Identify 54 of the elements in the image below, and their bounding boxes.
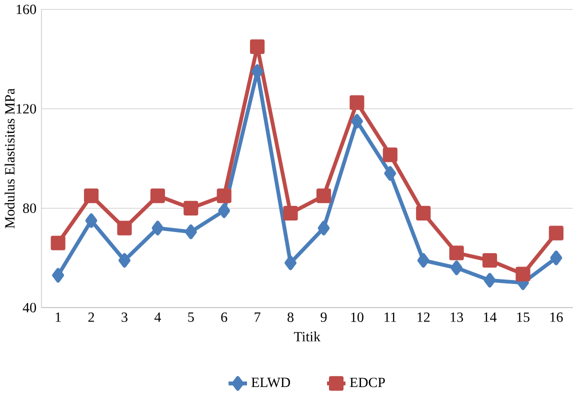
x-tick-label: 14 [484, 312, 497, 322]
point [184, 200, 198, 216]
point [118, 252, 130, 268]
x-tick-label: 11 [384, 312, 396, 322]
x-tick-label: 12 [418, 312, 430, 322]
x-tick-label: 6 [221, 312, 228, 322]
x-tick-label: 13 [450, 312, 464, 322]
x-tick-label: 2 [88, 312, 94, 322]
x-tick-label: 5 [188, 312, 194, 322]
point [284, 255, 296, 270]
y-tick-label: 160 [16, 4, 36, 14]
legend-label: EDCP [350, 378, 385, 387]
point [484, 272, 496, 288]
point [384, 166, 396, 180]
point [152, 220, 164, 236]
point [52, 268, 64, 282]
x-tick-label: 9 [320, 312, 327, 322]
point [382, 147, 398, 162]
point [50, 235, 66, 250]
point [516, 266, 530, 282]
point [548, 226, 564, 240]
x-tick-label: 16 [550, 312, 563, 322]
point [84, 188, 99, 203]
y-tick-label: 40 [22, 302, 36, 312]
point [85, 213, 98, 228]
point [318, 220, 330, 236]
x-tick-label: 1 [56, 312, 61, 322]
point [218, 203, 230, 218]
point [350, 95, 364, 110]
point [449, 245, 464, 260]
y-tick-label: 80 [23, 203, 36, 213]
point [316, 188, 332, 203]
x-tick-label: 8 [288, 312, 294, 322]
y-axis-title: Modulus Elastisitas MPa [4, 88, 15, 228]
point [350, 114, 363, 128]
point [283, 206, 298, 220]
y-tick-label: 120 [16, 104, 36, 114]
x-tick-label: 3 [122, 312, 128, 322]
x-axis-title: Titik [294, 331, 321, 342]
point [416, 206, 431, 220]
point [550, 250, 562, 265]
x-tick-label: 4 [154, 312, 161, 322]
point [117, 220, 132, 236]
point [150, 188, 165, 203]
point [184, 224, 197, 239]
point [482, 252, 498, 268]
point [450, 260, 462, 275]
point [216, 188, 232, 203]
x-tick-label: 10 [351, 312, 364, 322]
x-tick-label: 7 [254, 312, 260, 322]
point [417, 252, 430, 268]
x-tick-label: 15 [517, 312, 530, 322]
legend-label: ELWD [251, 378, 290, 387]
point [250, 39, 265, 54]
